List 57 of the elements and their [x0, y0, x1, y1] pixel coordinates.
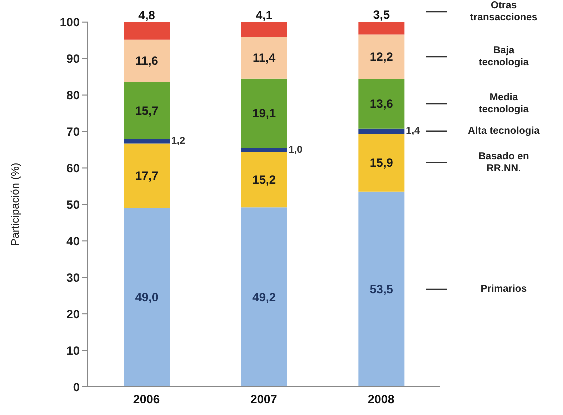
data-label: 53,5 [370, 282, 394, 296]
data-label: 49,0 [135, 290, 159, 305]
x-tick-label: 2006 [133, 392, 160, 407]
bar [124, 22, 170, 40]
y-tick-label: 10 [66, 344, 80, 358]
x-tick-label: 2008 [368, 392, 396, 407]
bar [358, 79, 405, 129]
data-label: 15,7 [135, 104, 159, 118]
data-label: 15,9 [370, 156, 394, 170]
y-tick-label: 40 [66, 234, 80, 248]
bar [358, 134, 405, 192]
text: Primarios [480, 284, 528, 295]
data-label: 4,1 [256, 8, 273, 22]
bar [124, 139, 170, 144]
data-label: 1,4 [406, 126, 421, 137]
data-label: 11,4 [252, 51, 276, 66]
data-label: 3,5 [373, 8, 390, 22]
bar [358, 34, 405, 80]
bar [241, 37, 288, 79]
y-tick-label: 90 [66, 52, 80, 66]
y-tick-label: 50 [66, 198, 80, 212]
x-tick-label: 2007 [250, 392, 278, 407]
y-tick-label: 60 [66, 161, 80, 176]
data-label: 12,2 [370, 50, 394, 64]
y-tick-label: 30 [66, 270, 80, 285]
bar [124, 40, 170, 82]
data-label: 13,6 [370, 97, 394, 112]
data-label: 4,8 [138, 8, 156, 22]
text: Alta tecnologia [468, 126, 540, 137]
data-label: 17,7 [135, 169, 159, 184]
y-tick-label: 70 [66, 125, 80, 140]
bar [241, 22, 288, 38]
text: Basado en RR.NN. [478, 151, 530, 174]
bar [358, 128, 405, 134]
data-label: 15,2 [252, 172, 276, 187]
bar [241, 152, 288, 208]
y-axis-title: Participación (%) [10, 162, 22, 246]
bar [241, 148, 288, 152]
text: Media tecnologia [478, 92, 530, 116]
bar [124, 82, 170, 140]
bar [358, 22, 405, 35]
bar [124, 144, 170, 208]
data-label: 11,6 [136, 54, 159, 68]
data-label: 49,2 [252, 290, 276, 304]
data-label: 1,2 [172, 136, 186, 148]
y-tick-label: 0 [73, 380, 80, 394]
data-label: 1,0 [288, 144, 304, 156]
text: Otras transacciones [470, 0, 538, 24]
y-tick-label: 100 [60, 16, 80, 30]
bar [358, 192, 405, 387]
bar [241, 208, 288, 387]
bar [241, 78, 288, 149]
bar [124, 208, 170, 387]
text: Baja tecnologia [478, 46, 530, 69]
y-tick-label: 80 [66, 88, 80, 103]
data-label: 19,1 [252, 106, 276, 121]
y-tick-label: 20 [66, 307, 80, 322]
